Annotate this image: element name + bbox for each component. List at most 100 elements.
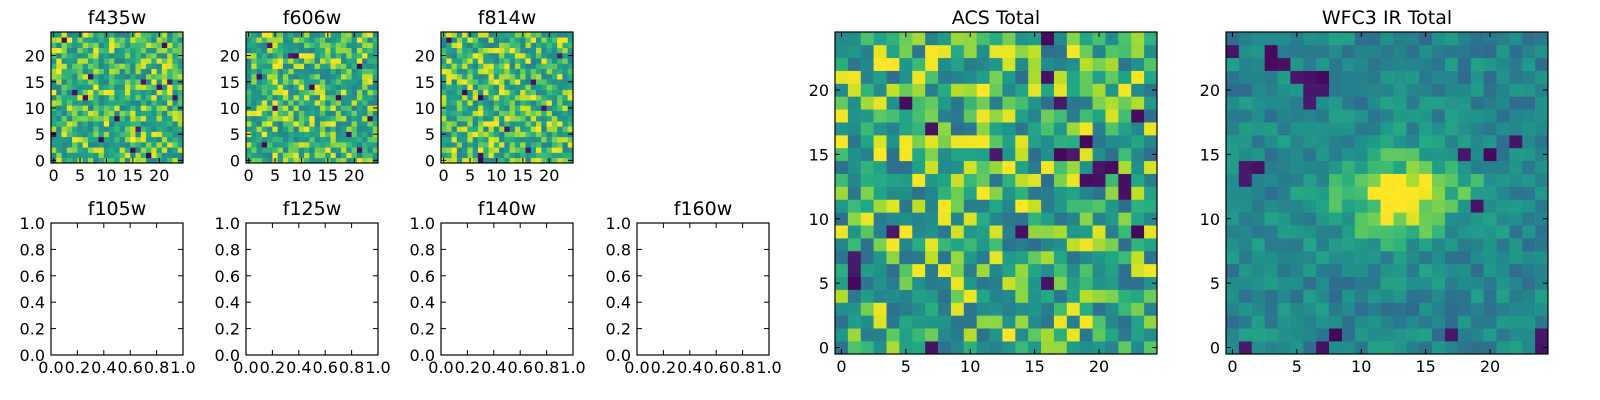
y-tick-label: 0.8 xyxy=(410,240,435,259)
heatmap-cell xyxy=(372,136,379,143)
heatmap-cell xyxy=(520,142,526,148)
heatmap-cell xyxy=(351,58,358,64)
y-tick-label: 0.6 xyxy=(410,267,435,286)
heatmap-cell xyxy=(1457,250,1472,265)
heatmap-cell xyxy=(82,84,89,90)
heatmap-cell xyxy=(912,44,926,59)
heatmap-cell xyxy=(288,126,294,132)
heatmap-cell xyxy=(551,32,558,38)
heatmap-cell xyxy=(1251,238,1265,252)
heatmap-cell xyxy=(1316,328,1330,342)
heatmap-cell xyxy=(1238,96,1253,110)
heatmap-cell xyxy=(456,121,463,127)
heatmap-cell xyxy=(925,160,939,174)
heatmap-cell xyxy=(172,37,179,43)
heatmap-cell xyxy=(488,42,495,49)
heatmap-cell xyxy=(172,79,179,85)
heatmap-cell xyxy=(341,152,347,159)
heatmap-cell xyxy=(963,57,977,71)
heatmap-cell xyxy=(362,105,368,111)
heatmap-cell xyxy=(256,126,263,132)
heatmap-cell xyxy=(167,136,173,143)
axes-frame xyxy=(440,31,574,164)
heatmap-cell xyxy=(56,121,62,127)
heatmap-cell xyxy=(504,37,510,43)
heatmap-cell xyxy=(341,37,347,43)
heatmap-cell xyxy=(477,157,484,164)
heatmap-cell xyxy=(1354,135,1368,149)
heatmap-cell xyxy=(467,68,473,75)
heatmap-cell xyxy=(130,42,136,49)
heatmap-cell xyxy=(446,105,452,111)
heatmap-cell xyxy=(1277,289,1291,303)
heatmap-cell xyxy=(261,94,268,101)
heatmap-cell xyxy=(925,70,939,84)
heatmap-cell xyxy=(1290,57,1304,71)
heatmap-cell xyxy=(1444,32,1459,46)
heatmap-cell xyxy=(1470,212,1484,226)
heatmap-cell xyxy=(319,147,326,153)
heatmap-cell xyxy=(177,63,184,69)
heatmap-cell xyxy=(1341,263,1356,278)
heatmap-cell xyxy=(963,212,977,226)
heatmap-cell xyxy=(130,79,136,85)
heatmap-cell xyxy=(135,110,142,117)
heatmap-cell xyxy=(167,79,173,85)
heatmap-cell xyxy=(98,47,105,54)
heatmap-cell xyxy=(156,79,163,85)
heatmap-cell xyxy=(925,32,939,46)
y-tick-label: 0.6 xyxy=(215,267,240,286)
heatmap-cell xyxy=(1329,32,1343,46)
heatmap-cell xyxy=(514,157,521,164)
panel-f125w: 0.0 0.2 0.4 0.6 0.8 1.00.00.20.40.60.81.0f125… xyxy=(215,198,391,377)
heatmap-cell xyxy=(1290,250,1304,265)
heatmap-cell xyxy=(119,100,126,106)
heatmap-cell xyxy=(488,89,495,96)
heatmap-cell xyxy=(256,37,263,43)
heatmap-cell xyxy=(1509,147,1523,162)
heatmap-cell xyxy=(362,73,368,80)
heatmap-cell xyxy=(56,105,62,111)
heatmap-cell xyxy=(335,147,342,153)
heatmap-cell xyxy=(530,89,537,96)
heatmap-cell xyxy=(156,126,163,132)
heatmap-cell xyxy=(441,68,447,75)
heatmap-cell xyxy=(167,131,173,138)
heatmap-cell xyxy=(441,110,447,117)
heatmap-cell xyxy=(1264,276,1278,290)
heatmap-cell xyxy=(1496,276,1510,290)
heatmap-cell xyxy=(1303,341,1317,355)
heatmap-cell xyxy=(304,58,310,64)
heatmap-cell xyxy=(541,100,547,106)
heatmap-cell xyxy=(950,238,965,252)
heatmap-cell xyxy=(267,47,273,54)
heatmap-cell xyxy=(1251,328,1265,342)
heatmap-cell xyxy=(1380,289,1394,303)
heatmap-cell xyxy=(51,63,57,69)
y-tick-label: 10 xyxy=(220,99,240,118)
heatmap-cell xyxy=(314,136,321,143)
heatmap-cell xyxy=(1015,70,1029,84)
heatmap-cell xyxy=(860,160,874,174)
heatmap-cell xyxy=(488,94,495,101)
heatmap-cell xyxy=(1406,96,1420,110)
heatmap-cell xyxy=(356,115,363,122)
heatmap-cell xyxy=(82,136,89,143)
heatmap-cell xyxy=(130,115,136,122)
heatmap-cell xyxy=(1509,96,1523,110)
heatmap-cell xyxy=(261,105,268,111)
heatmap-cell xyxy=(541,42,547,49)
heatmap-cell xyxy=(119,126,126,132)
heatmap-cell xyxy=(341,73,347,80)
heatmap-cell xyxy=(319,47,326,54)
heatmap-cell xyxy=(293,58,300,64)
heatmap-cell xyxy=(886,238,900,252)
heatmap-cell xyxy=(61,47,68,54)
heatmap-cell xyxy=(441,94,447,101)
heatmap-cell xyxy=(950,135,965,149)
heatmap-cell xyxy=(156,100,163,106)
heatmap-cell xyxy=(1131,83,1145,97)
heatmap-cell xyxy=(557,147,563,153)
heatmap-cell xyxy=(56,79,62,85)
heatmap-cell xyxy=(488,37,495,43)
